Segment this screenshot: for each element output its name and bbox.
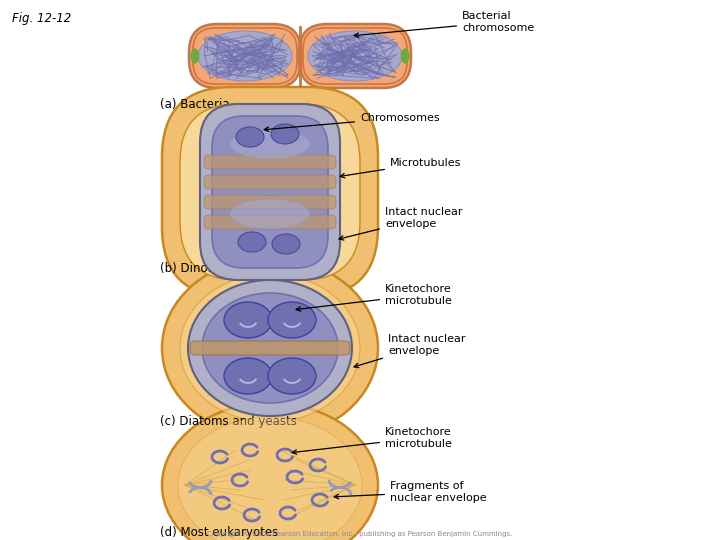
Ellipse shape [224, 302, 272, 338]
FancyBboxPatch shape [189, 24, 301, 88]
Text: (c) Diatoms and yeasts: (c) Diatoms and yeasts [160, 415, 297, 428]
Text: Bacterial
chromosome: Bacterial chromosome [354, 11, 534, 37]
FancyBboxPatch shape [204, 215, 336, 229]
Ellipse shape [188, 280, 352, 416]
Text: Kinetochore
microtubule: Kinetochore microtubule [292, 427, 452, 454]
FancyBboxPatch shape [200, 104, 340, 280]
Ellipse shape [230, 199, 310, 229]
Ellipse shape [202, 293, 338, 403]
Text: Kinetochore
microtubule: Kinetochore microtubule [296, 284, 452, 311]
Ellipse shape [272, 234, 300, 254]
Ellipse shape [191, 49, 199, 63]
FancyBboxPatch shape [193, 28, 297, 84]
FancyBboxPatch shape [299, 24, 411, 88]
Ellipse shape [271, 124, 299, 144]
Text: (b) Dinoflagellates: (b) Dinoflagellates [160, 262, 269, 275]
Text: Intact nuclear
envelope: Intact nuclear envelope [339, 207, 462, 240]
Text: Fragments of
nuclear envelope: Fragments of nuclear envelope [334, 481, 487, 503]
Text: (d) Most eukaryotes: (d) Most eukaryotes [160, 526, 278, 539]
FancyBboxPatch shape [204, 195, 336, 209]
Ellipse shape [180, 274, 360, 422]
Text: Copyright © 2008 Pearson Education, Inc., publishing as Pearson Benjamin Cumming: Copyright © 2008 Pearson Education, Inc.… [207, 530, 513, 537]
Text: Intact nuclear
envelope: Intact nuclear envelope [354, 334, 466, 368]
FancyBboxPatch shape [204, 175, 336, 189]
Ellipse shape [238, 232, 266, 252]
FancyBboxPatch shape [204, 155, 336, 169]
FancyBboxPatch shape [212, 116, 328, 268]
Text: Chromosomes: Chromosomes [264, 113, 440, 131]
FancyBboxPatch shape [190, 341, 350, 355]
Ellipse shape [268, 358, 316, 394]
Ellipse shape [162, 258, 378, 438]
Ellipse shape [230, 129, 310, 159]
Ellipse shape [198, 31, 292, 81]
Ellipse shape [224, 358, 272, 394]
Ellipse shape [308, 31, 402, 81]
Ellipse shape [236, 127, 264, 147]
FancyBboxPatch shape [162, 87, 378, 297]
Text: (a) Bacteria: (a) Bacteria [160, 98, 230, 111]
Text: Microtubules: Microtubules [340, 158, 462, 178]
FancyBboxPatch shape [303, 28, 407, 84]
Ellipse shape [401, 49, 409, 63]
Ellipse shape [178, 417, 362, 540]
Text: Fig. 12-12: Fig. 12-12 [12, 12, 71, 25]
FancyBboxPatch shape [180, 104, 360, 280]
Ellipse shape [162, 403, 378, 540]
Ellipse shape [268, 302, 316, 338]
